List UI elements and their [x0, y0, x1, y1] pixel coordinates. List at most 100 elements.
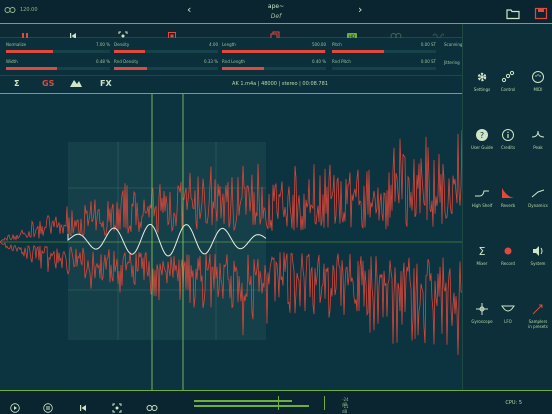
loop-icon[interactable] — [146, 398, 158, 411]
wave-icon[interactable] — [432, 26, 445, 39]
waveform-view[interactable] — [0, 94, 462, 390]
param-value: 0.00 ST — [420, 42, 436, 47]
waveform-bottom-path — [0, 241, 462, 356]
sidebar-item-dynamics[interactable]: Dynamics — [523, 186, 552, 208]
sidebar-item-high-shelf[interactable]: High Shelf — [467, 186, 497, 208]
param-slider[interactable] — [222, 50, 326, 53]
high-shelf-icon — [475, 190, 489, 197]
sidebar-item-lfo[interactable]: LFO — [493, 302, 523, 324]
param-value: 4.00 — [209, 42, 218, 47]
sidebar-item-label: Credits — [500, 145, 516, 150]
sidebar-item-label: Gyroscope — [471, 319, 493, 324]
chevron-right-icon[interactable]: › — [358, 3, 363, 16]
mode-tabs: Σ GS FX AK 1.m4a | 48000 | stereo | 00:0… — [0, 76, 462, 94]
sidebar-item-samplers-in-presets[interactable]: Samplers in presets — [523, 302, 552, 329]
sigma-icon: Σ — [479, 245, 486, 258]
gyroscope-icon — [476, 303, 488, 315]
skip-back-icon[interactable] — [78, 398, 88, 411]
play-icon[interactable] — [10, 398, 20, 413]
param-density[interactable]: Density 4.00 — [114, 42, 218, 56]
sidebar-item-gyroscope[interactable]: Gyroscope — [467, 302, 497, 324]
sidebar-item-control[interactable]: Control — [493, 70, 523, 92]
param-value: 0.48 % — [96, 59, 110, 64]
param-slider[interactable] — [6, 67, 110, 70]
pause-icon[interactable] — [43, 398, 53, 413]
param-pitch[interactable]: Pitch 0.00 ST — [332, 42, 436, 56]
grain-window[interactable] — [68, 142, 266, 340]
waveform-canvas[interactable] — [0, 94, 462, 390]
tab-gs[interactable]: GS — [42, 79, 55, 88]
help-icon: ? — [476, 129, 488, 141]
sidebar-item-label: LFO — [504, 319, 512, 324]
preset-title: ape~ — [267, 3, 285, 10]
param-fill — [332, 50, 384, 53]
jittering-label: Jittering — [444, 60, 460, 65]
param-normalize[interactable]: Normalize 7.00 % — [6, 42, 110, 56]
chevron-left-icon[interactable]: ‹ — [187, 3, 192, 16]
param-rnd-density[interactable]: Rnd Density 0.33 % — [114, 59, 218, 73]
save-icon[interactable] — [534, 5, 548, 20]
sidebar-item-midi[interactable]: MIDI — [523, 70, 552, 92]
param-rnd-length[interactable]: Rnd Length 0.40 % — [222, 59, 326, 73]
loop-icon[interactable] — [390, 26, 402, 39]
param-slider[interactable] — [332, 67, 436, 70]
sidebar-item-label: Peak — [533, 145, 543, 150]
param-value: 0.33 % — [204, 59, 218, 64]
sidebar-item-system[interactable]: System — [523, 244, 552, 266]
hd-video-icon[interactable]: HD — [346, 26, 357, 39]
sidebar-item-peak[interactable]: Peak — [523, 128, 552, 150]
sidebar-item-settings[interactable]: Settings — [467, 70, 497, 92]
param-label: Rnd Density — [114, 59, 139, 64]
sidebar-item-label: Control — [500, 87, 516, 92]
record-icon — [504, 247, 512, 255]
param-rnd-pitch[interactable]: Rnd Pitch 0.00 ST — [332, 59, 436, 73]
param-label: Width — [6, 59, 18, 64]
sidebar-item-label: Settings — [473, 87, 491, 92]
param-label: Rnd Length — [222, 59, 245, 64]
param-length[interactable]: Length 500.00 — [222, 42, 326, 56]
sidebar-item-mixer[interactable]: Σ Mixer — [467, 244, 497, 266]
param-value: 0.40 % — [312, 59, 326, 64]
sidebar-item-record[interactable]: Record — [493, 244, 523, 266]
loop-link-icon[interactable] — [4, 6, 16, 14]
sidebar-item-user-guide[interactable]: ? User Guide — [467, 128, 497, 150]
meter-bottom — [194, 405, 309, 407]
param-width[interactable]: Width 0.48 % — [6, 59, 110, 73]
lfo-curve — [67, 223, 267, 257]
tab-fx[interactable]: FX — [100, 79, 112, 88]
gear-icon — [477, 72, 487, 82]
parameter-panel: Normalize 7.00 % Density 4.00 Length 500.00 Pi… — [0, 38, 462, 76]
param-slider[interactable] — [6, 50, 110, 53]
focus-icon[interactable] — [112, 398, 122, 413]
transport-toolbar: HD — [0, 24, 462, 41]
focus-icon[interactable] — [118, 26, 128, 41]
sidebar-item-label: System — [530, 261, 546, 266]
bpm-area[interactable]: 120.00 — [4, 6, 38, 14]
sidebar-item-label: Dynamics — [528, 203, 548, 208]
meter-marker — [324, 396, 325, 410]
dynamics-icon — [531, 189, 545, 198]
pause-icon[interactable] — [20, 26, 30, 39]
param-slider[interactable] — [332, 50, 436, 53]
param-fill — [114, 50, 146, 53]
folder-icon[interactable] — [506, 5, 520, 20]
skip-back-icon[interactable] — [68, 26, 78, 39]
svg-text:?: ? — [480, 131, 484, 140]
param-slider[interactable] — [114, 67, 218, 70]
param-label: Pitch — [332, 42, 342, 47]
waveform-top — [0, 129, 462, 243]
stop-square-icon[interactable] — [167, 26, 177, 40]
tab-sum[interactable]: Σ — [14, 79, 20, 88]
sidebar-item-reverb[interactable]: Reverb — [493, 186, 523, 208]
copy-icon[interactable] — [270, 26, 280, 41]
param-fill — [6, 50, 53, 53]
sidebar-item-credits[interactable]: Credits — [493, 128, 523, 150]
tab-shape[interactable] — [70, 79, 82, 89]
param-slider[interactable] — [114, 50, 218, 53]
param-label: Density — [114, 42, 130, 47]
bottom-bar: -24 dB -11 dB CPU: 5 — [0, 390, 552, 414]
waveform-top-path — [0, 129, 462, 243]
param-slider[interactable] — [222, 67, 326, 70]
info-icon — [502, 129, 514, 141]
side-panel: Settings Control MIDI ? User Guide Credits Pea… — [462, 24, 552, 390]
